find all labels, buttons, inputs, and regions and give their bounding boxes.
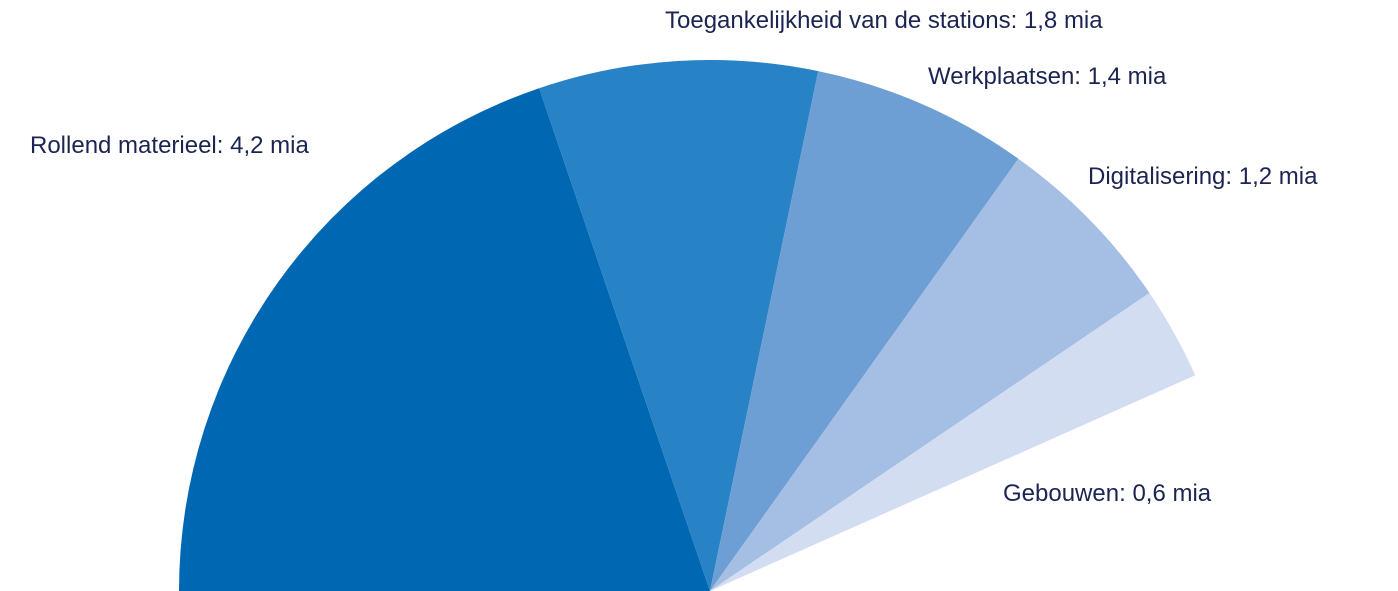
pie-slice xyxy=(710,158,1150,591)
pie-slice xyxy=(539,60,819,591)
slice-label: Werkplaatsen: 1,4 mia xyxy=(928,63,1167,90)
slice-label: Rollend materieel: 4,2 mia xyxy=(30,132,309,159)
category-name: Digitalisering xyxy=(1088,163,1225,190)
category-name: Werkplaatsen xyxy=(928,63,1074,90)
separator: : xyxy=(217,132,230,159)
value-label: 1,8 mia xyxy=(1024,7,1103,34)
category-name: Gebouwen xyxy=(1003,480,1119,507)
separator: : xyxy=(1119,480,1132,507)
category-name: Rollend materieel xyxy=(30,132,217,159)
value-label: 1,4 mia xyxy=(1088,63,1167,90)
slice-label: Digitalisering: 1,2 mia xyxy=(1088,163,1318,190)
separator: : xyxy=(1011,7,1024,34)
pie-slice xyxy=(179,88,710,591)
slice-label: Gebouwen: 0,6 mia xyxy=(1003,480,1212,507)
category-name: Toegankelijkheid van de stations xyxy=(665,7,1011,34)
pie-slice xyxy=(710,292,1196,591)
slice-label: Toegankelijkheid van de stations: 1,8 mi… xyxy=(665,7,1103,34)
value-label: 0,6 mia xyxy=(1132,480,1211,507)
value-label: 1,2 mia xyxy=(1239,163,1318,190)
value-label: 4,2 mia xyxy=(230,132,309,159)
separator: : xyxy=(1225,163,1238,190)
pie-slice xyxy=(710,71,1019,591)
separator: : xyxy=(1074,63,1087,90)
